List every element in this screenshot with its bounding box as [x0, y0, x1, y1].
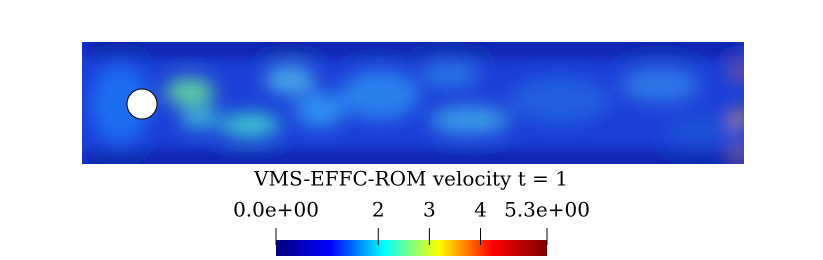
tick-label: 3 [423, 198, 436, 222]
tick-label: 0.0e+00 [233, 198, 319, 222]
tick-label: 2 [372, 198, 385, 222]
chart-title: VMS-EFFC-ROM velocity t = 1 [253, 167, 568, 191]
tick-label: 5.3e+00 [504, 198, 590, 222]
tick-label: 4 [474, 198, 487, 222]
colorbar [276, 240, 547, 256]
flow-field [82, 42, 744, 164]
